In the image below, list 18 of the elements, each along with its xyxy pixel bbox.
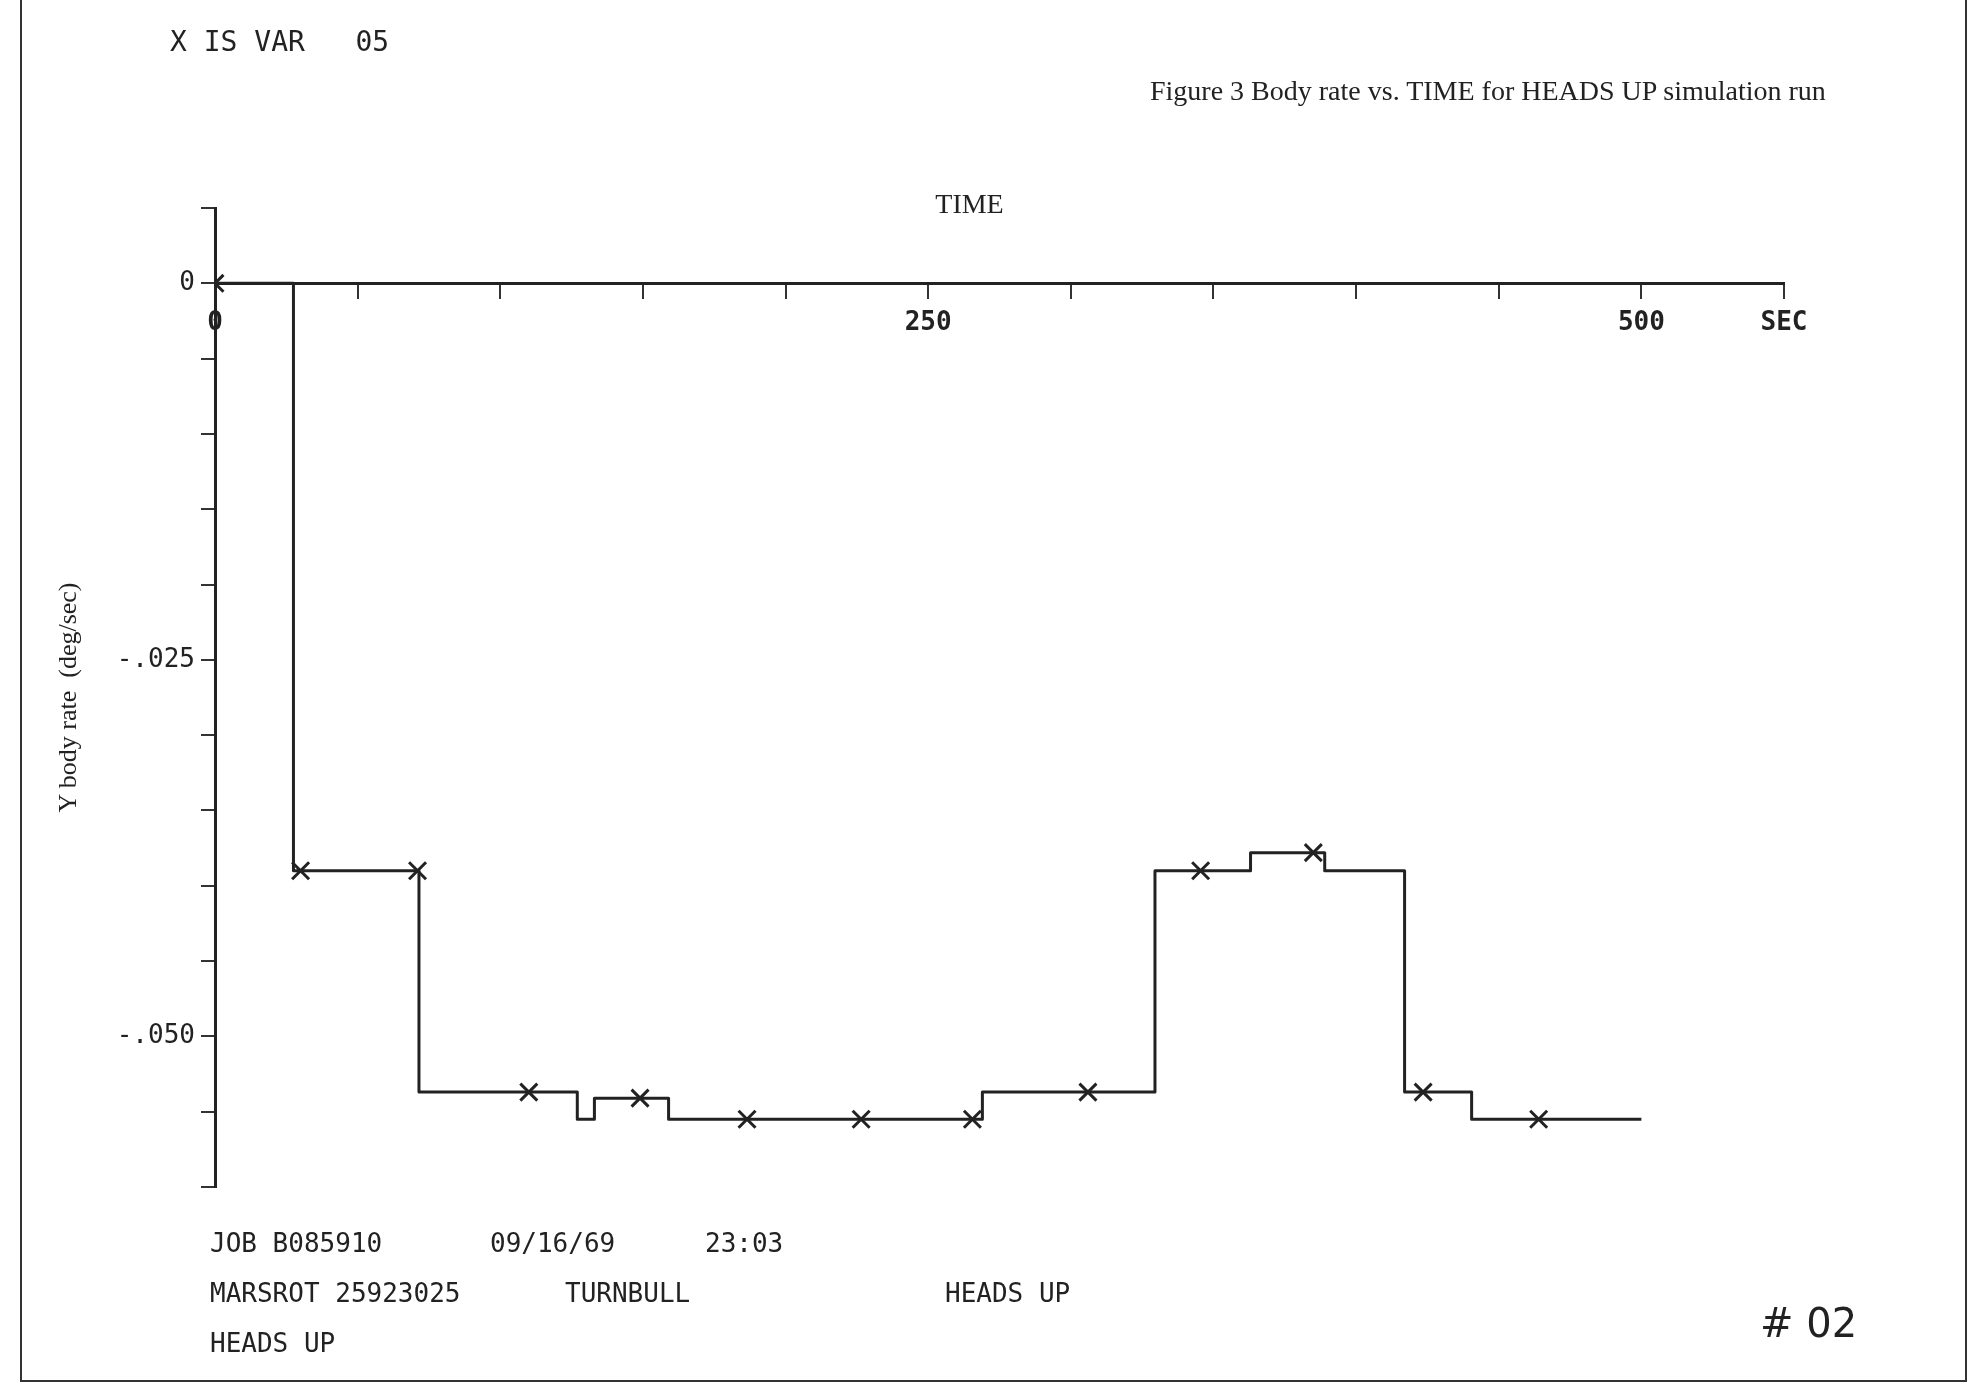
- text: # 02: [1760, 1300, 1858, 1346]
- text: HEADS UP: [945, 1278, 1071, 1308]
- x-axis-title: TIME: [935, 188, 1004, 220]
- y-tick-label: -.050: [116, 1019, 195, 1050]
- x-tick-label: 250: [904, 305, 952, 336]
- y-axis-title: Y body rate (deg/sec): [53, 582, 83, 813]
- text: 09/16/69: [490, 1228, 616, 1258]
- y-tick-label: 0: [179, 266, 195, 297]
- chart-title: Figure 3 Body rate vs. TIME for HEADS UP simulation run: [1150, 74, 1827, 108]
- text: TURNBULL: [565, 1278, 691, 1308]
- text: JOB B085910: [210, 1228, 383, 1258]
- text: 23:03: [705, 1228, 784, 1258]
- text: X IS VAR 05: [170, 25, 390, 58]
- x-tick-label: 500: [1617, 305, 1665, 336]
- text: HEADS UP: [210, 1328, 336, 1358]
- y-tick-label: -.025: [116, 642, 195, 673]
- x-tick-label: SEC: [1760, 305, 1808, 336]
- text: MARSROT 25923025: [210, 1278, 461, 1308]
